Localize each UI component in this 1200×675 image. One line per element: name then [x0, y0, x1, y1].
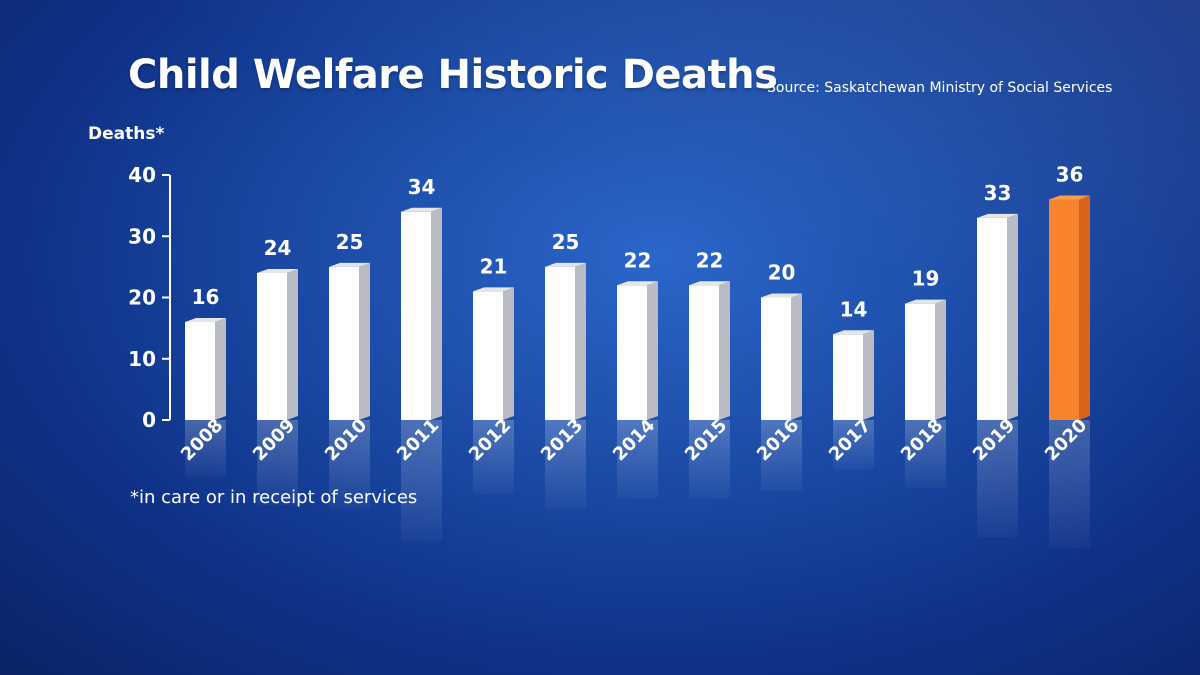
data-label: 22 — [696, 248, 724, 272]
y-tick-label: 10 — [128, 347, 156, 371]
bar — [689, 285, 719, 420]
y-tick-label: 0 — [142, 408, 156, 432]
bar-top — [545, 262, 586, 267]
bar-side — [1007, 213, 1018, 420]
y-tick-label: 20 — [128, 286, 156, 310]
bar-side — [935, 299, 946, 420]
data-labels-group: 16 24 25 34 21 25 22 22 20 14 19 33 36 — [192, 163, 1084, 322]
bar-side — [431, 207, 442, 420]
bar-top — [185, 318, 226, 322]
bar-reflection — [473, 420, 514, 495]
bar — [833, 334, 863, 420]
bar-top — [1049, 195, 1090, 200]
y-axis-label: Deaths* — [88, 124, 165, 144]
bar-side — [719, 281, 730, 420]
bar-reflection — [905, 420, 946, 488]
data-label: 25 — [336, 230, 364, 254]
bars-group — [185, 195, 1090, 420]
bar-top — [905, 299, 946, 304]
bar — [185, 322, 215, 420]
chart-source: Source: Saskatchewan Ministry of Social … — [767, 80, 1113, 96]
bar-side — [503, 287, 514, 420]
y-axis: 0 10 20 30 40 — [128, 163, 171, 432]
bar-side — [575, 262, 586, 420]
bar — [329, 266, 359, 420]
bar-side — [287, 269, 298, 420]
bar-top — [689, 281, 730, 286]
bar-reflection — [1049, 420, 1090, 548]
data-label: 22 — [624, 248, 652, 272]
bar — [257, 273, 287, 420]
data-label: 16 — [192, 285, 220, 309]
footnote: *in care or in receipt of services — [130, 487, 418, 508]
y-tick-label: 30 — [128, 224, 156, 248]
bar — [545, 266, 575, 420]
bar-top — [257, 269, 298, 273]
data-label: 14 — [840, 297, 868, 321]
bar — [473, 291, 503, 420]
bar — [905, 303, 935, 420]
bar-reflection — [617, 420, 658, 499]
data-label: 33 — [984, 181, 1012, 205]
bar — [401, 211, 431, 420]
data-label: 25 — [552, 230, 580, 254]
data-label: 20 — [768, 261, 796, 285]
bar-reflection — [329, 420, 370, 509]
bar-side — [863, 330, 874, 420]
bar-side — [359, 262, 370, 420]
y-tick-label: 40 — [128, 163, 156, 187]
bar-side — [1079, 195, 1090, 420]
bar-side — [647, 281, 658, 420]
bar-reflection — [689, 420, 730, 499]
chart-title: Child Welfare Historic Deaths — [128, 52, 778, 98]
bar-top — [401, 207, 442, 212]
bar-reflection — [185, 420, 226, 477]
data-label: 21 — [480, 254, 508, 278]
bar-reflection — [257, 420, 298, 506]
data-label: 19 — [912, 267, 940, 291]
bar-side — [215, 318, 226, 420]
data-label: 34 — [408, 175, 436, 199]
bar — [1049, 199, 1079, 420]
bar-top — [833, 330, 874, 335]
bar-reflection — [761, 420, 802, 492]
bar-top — [329, 262, 370, 267]
bar-reflection — [401, 420, 442, 541]
bar-top — [473, 287, 514, 292]
bar-reflection — [977, 420, 1018, 538]
bar — [761, 297, 791, 420]
bar-top — [617, 281, 658, 286]
bar — [977, 217, 1007, 420]
bar-reflection — [545, 420, 586, 509]
bar — [617, 285, 647, 420]
bar-side — [791, 293, 802, 420]
bar-reflections — [185, 420, 1090, 548]
bar-reflection — [833, 420, 874, 470]
bar-top — [761, 293, 802, 298]
bar-top — [977, 213, 1018, 218]
data-label: 24 — [264, 236, 292, 260]
data-label: 36 — [1056, 163, 1084, 187]
